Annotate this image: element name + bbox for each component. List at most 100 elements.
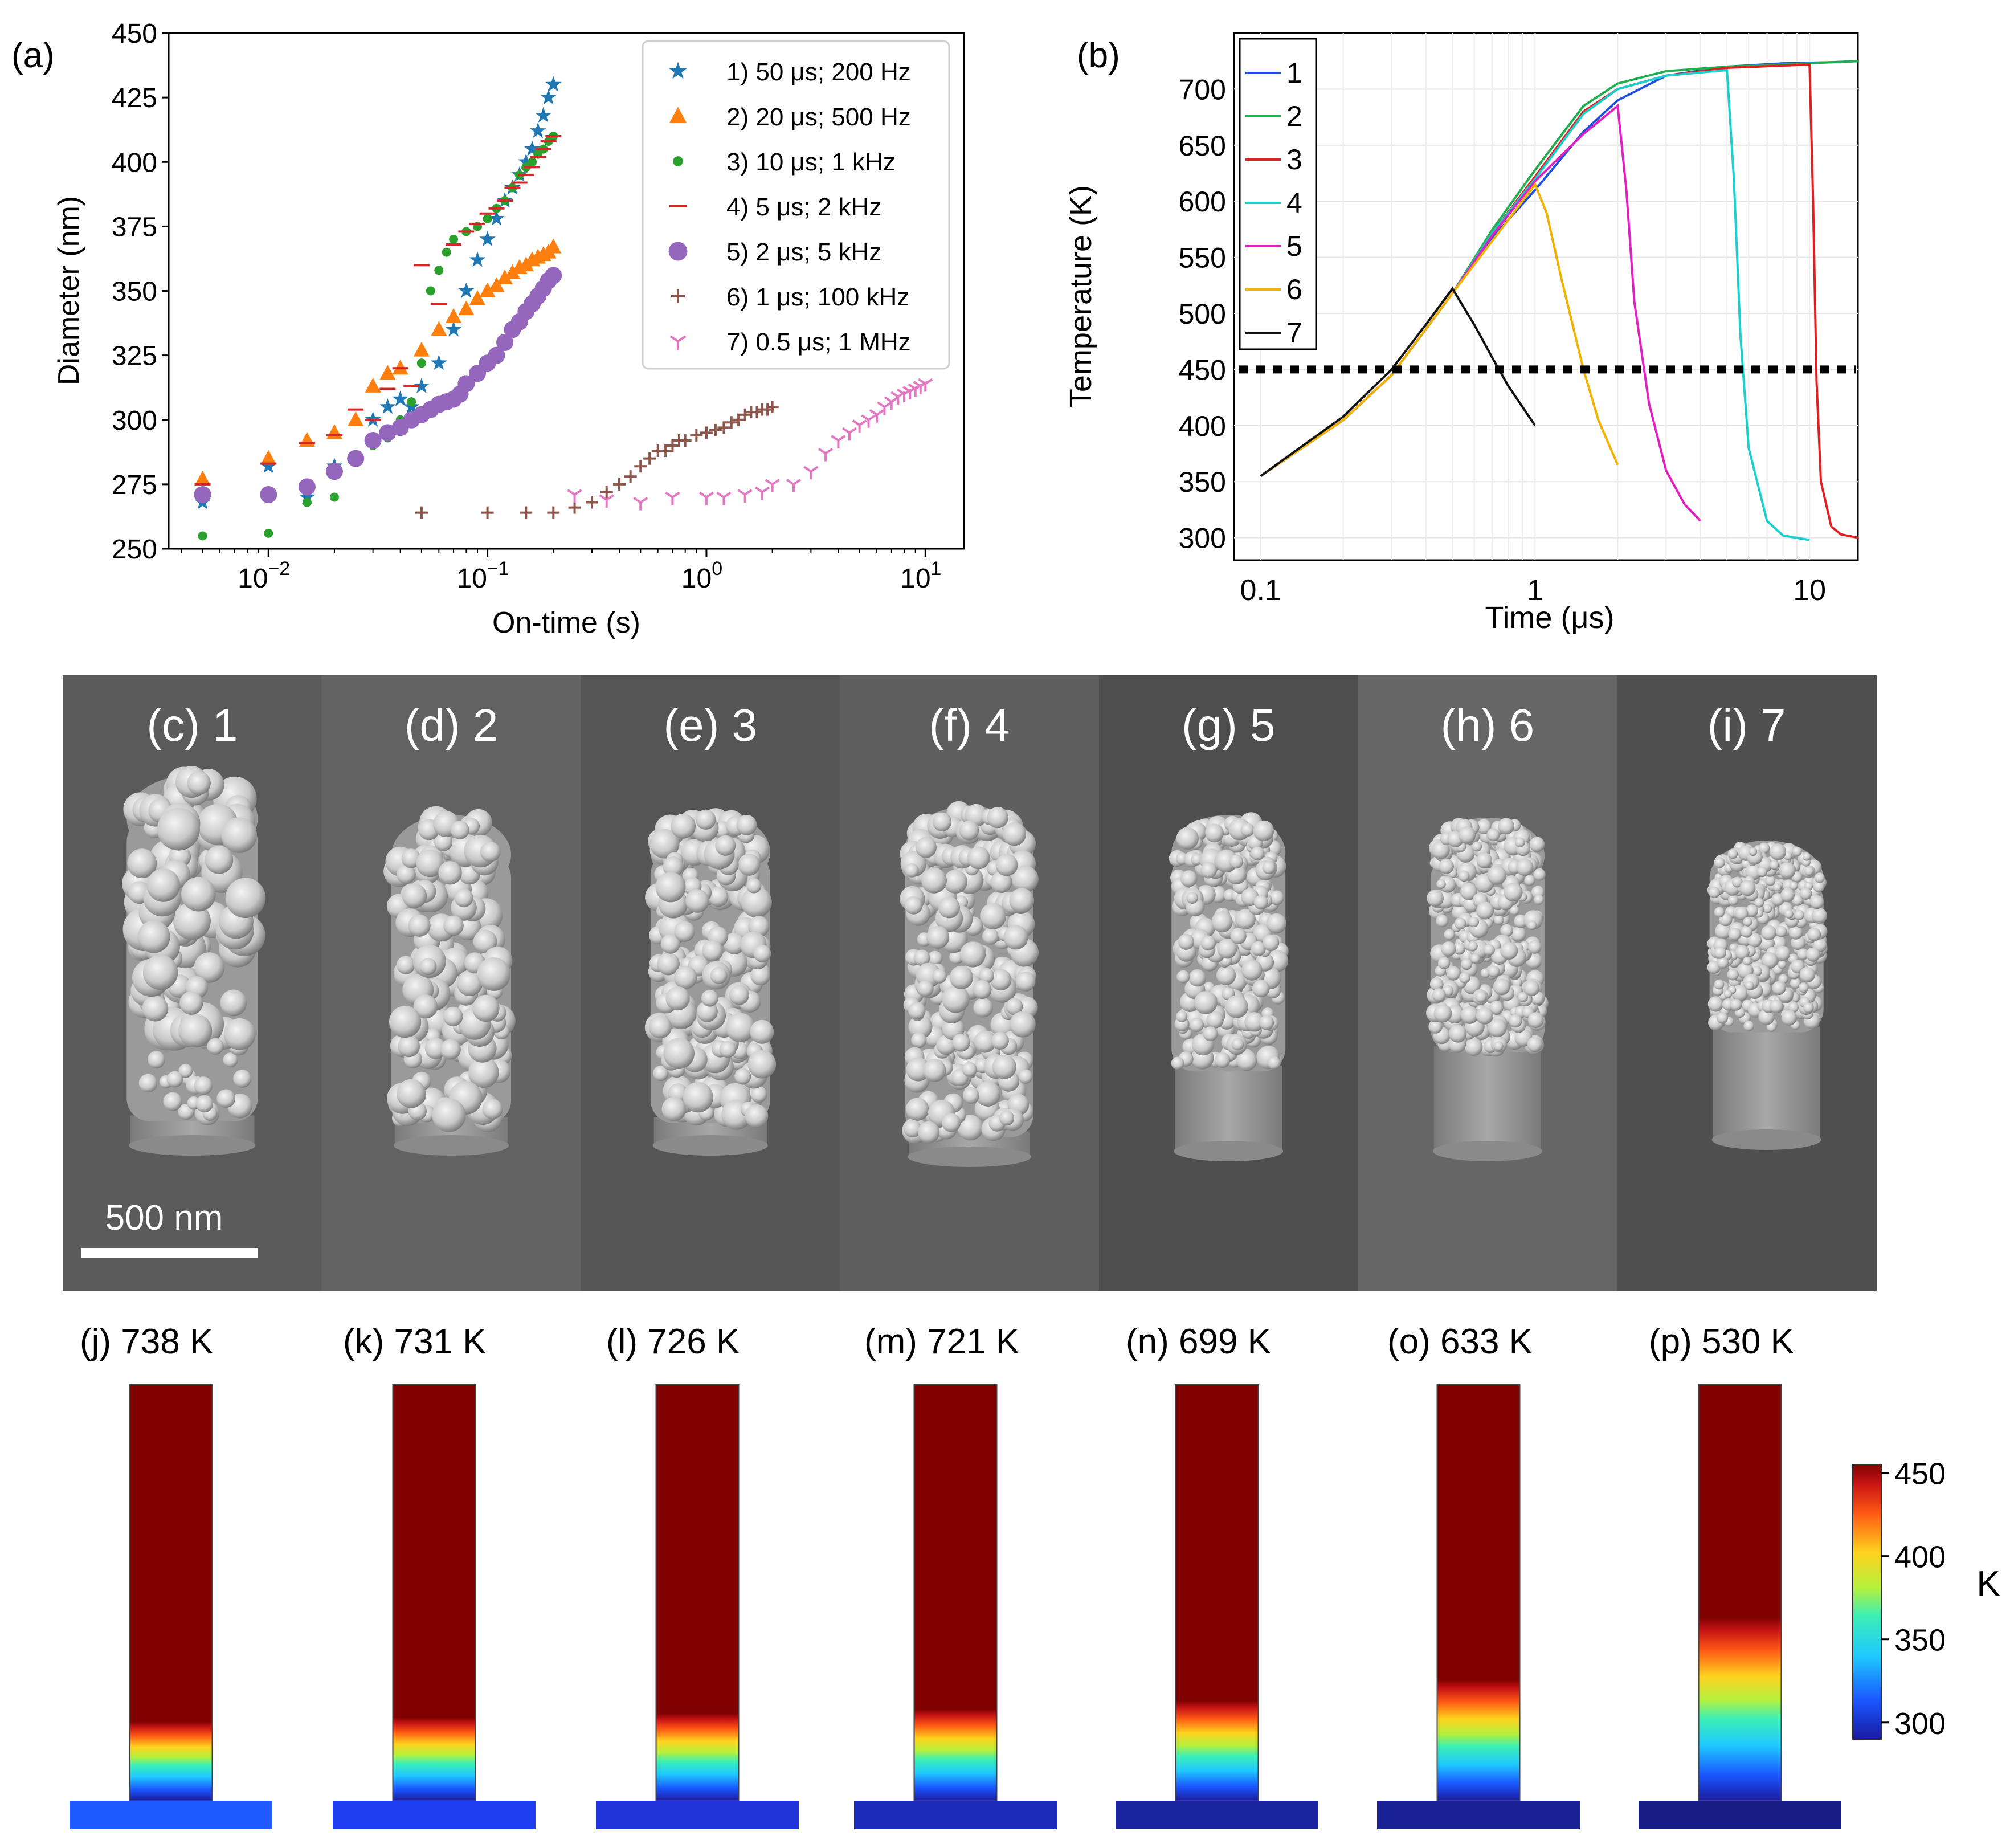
plot-a-ytick-label: 250	[112, 535, 157, 565]
legend-label-6: 6) 1 μs; 100 kHz	[726, 283, 909, 311]
plot-b-xtick-label: 10	[1793, 574, 1826, 607]
plot-b-lines	[1260, 60, 1858, 541]
pillar-grains	[1169, 812, 1289, 1072]
series-1-point	[379, 398, 396, 414]
series-3-point	[198, 531, 207, 541]
plot-a-y-axis: 250 275 300 325 350 375 400 425 450	[112, 19, 169, 565]
thermal-label-1: (j) 738 K	[80, 1322, 213, 1361]
series-7-point	[633, 496, 648, 511]
series-6-point	[585, 496, 598, 509]
plot-a-legend-box	[642, 40, 950, 370]
legend-label-3: 3	[1286, 144, 1302, 176]
legend-label-7: 7	[1286, 317, 1302, 349]
pillar-grains	[383, 806, 516, 1132]
series-6-point	[634, 460, 647, 473]
series-6-point	[732, 413, 745, 426]
panel-a-label: (a)	[11, 36, 55, 75]
sem-image-6: (h) 6	[1358, 675, 1618, 1291]
pillar-gradient-region	[129, 1721, 213, 1801]
legend-label-7: 7) 0.5 μs; 1 MHz	[726, 328, 911, 356]
plot-b-x-axis: 0.1 1 10	[1240, 574, 1827, 607]
substrate	[854, 1801, 1057, 1829]
plot-a-legend: 1) 50 μs; 200 Hz 2) 20 μs; 500 Hz 3) 10 μs…	[642, 40, 950, 370]
plot-a-marks	[194, 76, 933, 541]
series-2-point	[446, 308, 462, 323]
plot-a-xtick-label: 101	[900, 558, 941, 594]
plot-b-ylabel: Temperature (K)	[1064, 185, 1098, 407]
series-1-point	[392, 390, 408, 406]
pillar-stem	[1433, 1046, 1541, 1151]
sem-strip: (c) 1 (d) 2 (e) 3 (f) 4 (g) 5 (h) 6 (i) 7 500 …	[63, 675, 1877, 1291]
series-1-point	[540, 89, 557, 105]
series-6-point	[709, 423, 722, 436]
series-2-point	[504, 264, 521, 279]
series-3-point	[528, 157, 537, 167]
thermal-map-1: (j) 738 K	[70, 1322, 272, 1829]
series-2-point	[488, 277, 505, 292]
sem-image-1: (c) 1	[63, 675, 322, 1291]
series-5-point	[496, 334, 514, 351]
series-7-point	[818, 447, 834, 462]
series-3-point	[426, 286, 435, 296]
series-7-point	[765, 479, 780, 492]
colorbar-tick-label: 300	[1894, 1707, 1946, 1741]
series-5-point	[488, 346, 505, 364]
series-2-point	[479, 282, 496, 297]
series-7-point	[918, 378, 933, 392]
series-1-point	[524, 140, 541, 156]
legend-marker-5	[668, 242, 688, 261]
series-7-point	[716, 491, 732, 505]
scale-bar-label: 500 nm	[105, 1198, 223, 1238]
pillar-gradient-region	[914, 1709, 997, 1801]
legend-label-3: 3) 10 μs; 1 kHz	[726, 148, 896, 176]
series-1-point	[479, 231, 496, 247]
series-3-point	[416, 358, 426, 368]
legend-marker-7	[669, 335, 687, 350]
sem-image-2: (d) 2	[321, 675, 582, 1291]
series-2-point	[545, 238, 562, 254]
sem-label-4: (f) 4	[929, 700, 1010, 750]
substrate	[1377, 1801, 1580, 1829]
series-6-point	[750, 406, 763, 419]
pillar-gradient-region	[1175, 1700, 1259, 1801]
series-7-point	[754, 486, 770, 500]
plot-b-xlabel: Time (μs)	[1485, 601, 1614, 635]
sem-image-7: (i) 7	[1617, 675, 1877, 1291]
series-2-point	[365, 377, 381, 393]
series-5-point	[298, 478, 316, 496]
series-5-point	[545, 267, 562, 284]
series-6-point	[520, 506, 533, 519]
plot-b-ytick-label: 300	[1179, 523, 1226, 554]
plot-b-ytick-label: 350	[1179, 466, 1226, 498]
series-2-point	[413, 341, 430, 357]
series-1-point	[545, 76, 562, 92]
plot-b-ytick-label: 450	[1179, 354, 1226, 386]
plot-a-xtick-label: 10−1	[457, 558, 509, 594]
thermal-label-4: (m) 721 K	[864, 1322, 1019, 1361]
legend-marker-2	[669, 107, 687, 124]
series-5-point	[325, 463, 343, 480]
pillar-gradient-region	[656, 1713, 739, 1801]
temperature-line-6	[1260, 182, 1619, 478]
series-7-point	[861, 414, 876, 428]
sem-label-6: (h) 6	[1441, 700, 1535, 750]
pillar-stem	[1713, 1026, 1820, 1140]
pillar-grains	[122, 766, 266, 1125]
sem-label-7: (i) 7	[1707, 700, 1786, 750]
series-5-point	[194, 486, 211, 503]
series-6-point	[717, 421, 730, 434]
thermal-map-4: (m) 721 K	[854, 1322, 1057, 1829]
plot-b-ytick-label: 600	[1179, 186, 1226, 218]
thermal-label-7: (p) 530 K	[1649, 1322, 1794, 1361]
series-6-point	[415, 506, 428, 519]
colorbar-gradient	[1852, 1464, 1882, 1740]
series-5-point	[347, 450, 365, 467]
pillar-gradient-region	[393, 1718, 476, 1801]
series-3-point	[434, 266, 444, 275]
series-7-point	[567, 489, 582, 503]
legend-label-1: 1) 50 μs; 200 Hz	[726, 58, 911, 86]
series-1-point	[469, 251, 486, 267]
series-1-point	[458, 282, 475, 298]
series-7-point	[852, 419, 867, 433]
